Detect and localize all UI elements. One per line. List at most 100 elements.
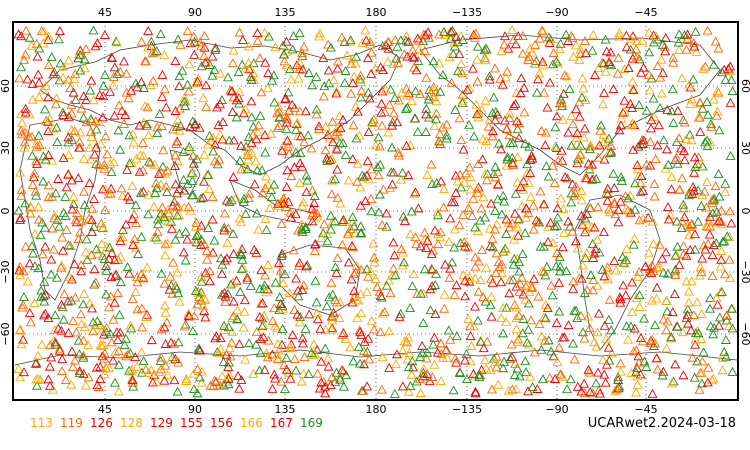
station-marker bbox=[356, 92, 366, 102]
station-marker bbox=[162, 369, 173, 379]
station-marker bbox=[294, 317, 305, 327]
station-marker bbox=[109, 255, 120, 265]
station-marker bbox=[63, 327, 74, 337]
station-marker bbox=[631, 44, 642, 54]
station-marker bbox=[561, 71, 572, 81]
station-marker bbox=[58, 314, 69, 324]
station-marker bbox=[242, 164, 253, 174]
station-marker bbox=[471, 99, 482, 109]
station-marker bbox=[114, 309, 125, 319]
station-marker bbox=[377, 352, 388, 362]
station-marker bbox=[63, 150, 74, 160]
station-marker bbox=[431, 177, 442, 187]
station-marker bbox=[251, 339, 262, 349]
station-marker bbox=[705, 211, 715, 221]
station-marker bbox=[619, 106, 630, 116]
station-marker bbox=[307, 216, 318, 226]
station-marker bbox=[226, 337, 237, 347]
station-marker bbox=[171, 138, 182, 148]
station-marker bbox=[580, 224, 591, 234]
station-marker bbox=[577, 73, 588, 83]
station-marker bbox=[677, 216, 688, 226]
station-marker bbox=[348, 269, 359, 279]
station-marker bbox=[260, 147, 271, 157]
station-marker bbox=[464, 119, 475, 129]
bottom-lon-label: −90 bbox=[545, 403, 568, 416]
station-marker bbox=[401, 31, 412, 41]
station-marker bbox=[218, 380, 229, 390]
station-marker bbox=[606, 325, 617, 335]
station-marker bbox=[191, 231, 202, 240]
station-marker bbox=[22, 74, 33, 84]
station-marker bbox=[684, 79, 695, 89]
station-marker bbox=[449, 242, 460, 252]
station-marker bbox=[464, 162, 475, 172]
station-marker bbox=[130, 287, 141, 296]
station-marker bbox=[249, 179, 260, 189]
station-marker bbox=[677, 73, 688, 83]
station-marker bbox=[392, 41, 403, 51]
station-marker bbox=[507, 24, 518, 34]
station-marker bbox=[496, 277, 507, 287]
station-marker bbox=[605, 47, 616, 57]
station-marker bbox=[560, 172, 571, 181]
station-marker bbox=[421, 103, 432, 113]
station-marker bbox=[270, 277, 281, 287]
station-marker bbox=[641, 105, 652, 115]
left-lat-label: −30 bbox=[0, 260, 12, 283]
station-marker bbox=[395, 308, 406, 318]
station-marker bbox=[298, 368, 309, 378]
station-marker bbox=[228, 171, 239, 181]
station-marker bbox=[213, 119, 224, 129]
station-marker bbox=[455, 368, 465, 378]
station-marker bbox=[47, 155, 57, 165]
station-marker bbox=[168, 257, 179, 267]
station-marker bbox=[67, 346, 77, 356]
station-marker bbox=[720, 74, 731, 84]
station-marker bbox=[58, 72, 68, 82]
station-marker bbox=[487, 233, 498, 243]
station-marker bbox=[15, 372, 26, 382]
station-marker bbox=[337, 239, 348, 249]
station-marker bbox=[272, 123, 283, 133]
station-marker bbox=[60, 375, 71, 385]
station-marker bbox=[632, 379, 643, 389]
station-marker bbox=[570, 305, 581, 315]
station-marker bbox=[246, 147, 257, 157]
station-marker bbox=[207, 70, 218, 80]
station-marker bbox=[145, 80, 156, 90]
station-marker bbox=[566, 197, 577, 207]
station-marker bbox=[70, 355, 81, 365]
station-marker bbox=[568, 51, 579, 61]
station-marker bbox=[533, 74, 543, 84]
station-marker bbox=[420, 30, 431, 40]
station-marker bbox=[474, 108, 484, 118]
station-marker bbox=[191, 237, 202, 247]
station-marker bbox=[228, 135, 239, 145]
station-marker bbox=[304, 309, 315, 319]
station-marker bbox=[93, 160, 104, 170]
station-marker bbox=[483, 121, 494, 131]
station-marker bbox=[370, 274, 381, 283]
station-marker bbox=[706, 121, 717, 131]
station-marker bbox=[460, 275, 471, 285]
station-marker bbox=[218, 356, 229, 366]
station-marker bbox=[724, 231, 735, 241]
station-marker bbox=[508, 274, 519, 284]
station-marker bbox=[574, 97, 585, 107]
station-marker bbox=[635, 177, 646, 187]
station-marker bbox=[627, 277, 638, 287]
station-marker bbox=[684, 187, 695, 197]
station-marker bbox=[444, 52, 455, 62]
station-marker bbox=[25, 317, 36, 327]
station-marker bbox=[281, 364, 292, 374]
station-marker bbox=[18, 266, 29, 276]
station-marker bbox=[183, 308, 194, 318]
station-marker bbox=[516, 73, 527, 83]
station-marker bbox=[555, 369, 566, 379]
station-marker bbox=[156, 121, 167, 130]
station-marker bbox=[632, 160, 643, 170]
station-marker bbox=[571, 40, 581, 50]
station-marker bbox=[131, 153, 142, 163]
station-marker bbox=[130, 78, 141, 88]
